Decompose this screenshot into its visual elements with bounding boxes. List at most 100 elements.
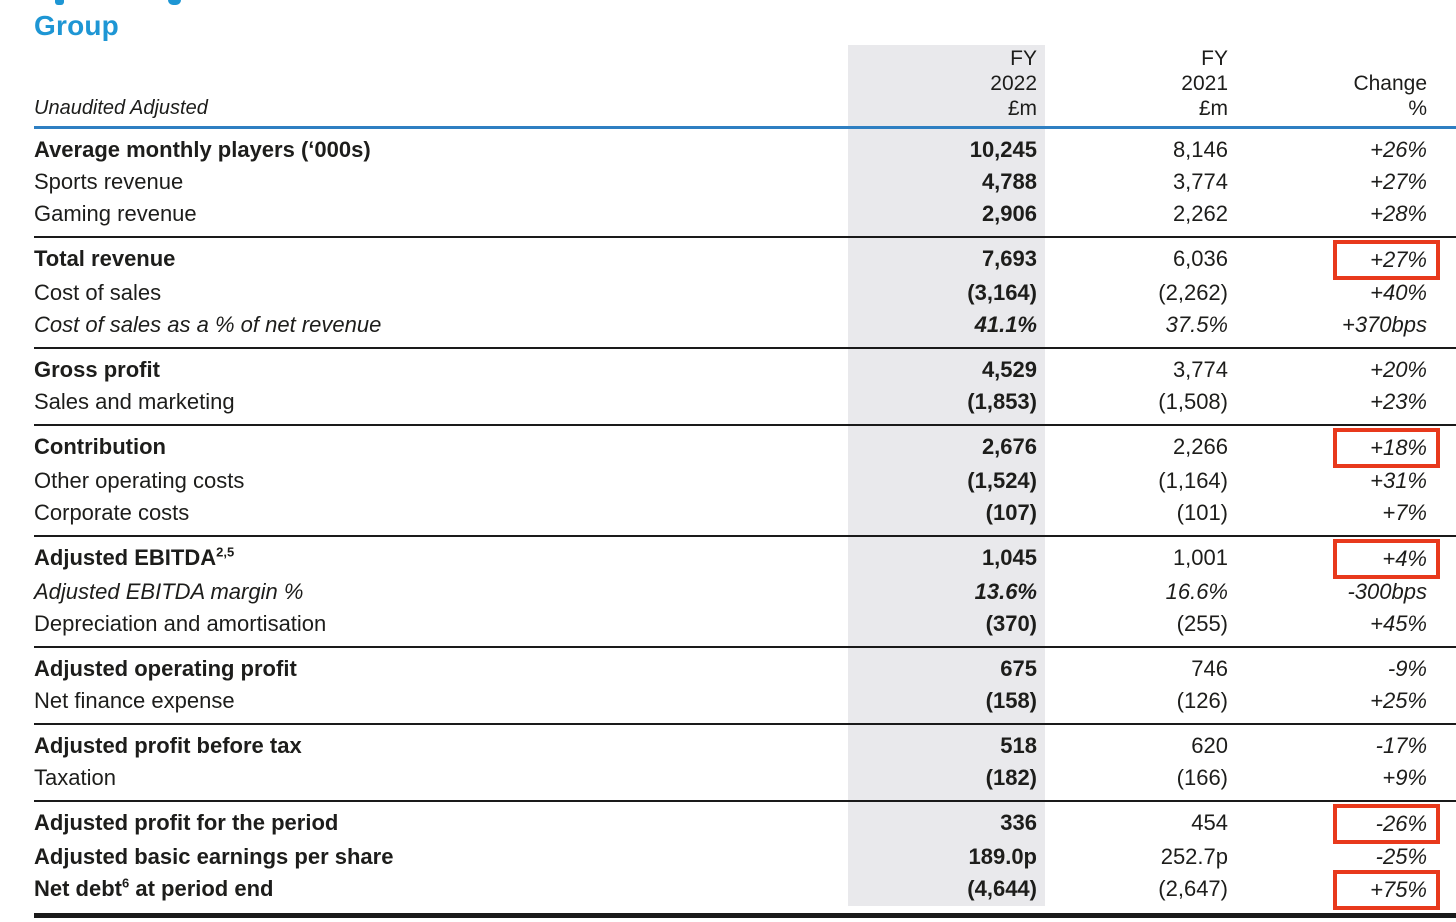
- highlighted-change-value: +27%: [1333, 240, 1440, 280]
- financial-summary-table: Unaudited Adjusted FY 2022 £m FY 2021 £m…: [34, 45, 1456, 918]
- row-label-text: Cost of sales as a % of net revenue: [34, 312, 382, 337]
- value-change: +45%: [1370, 611, 1427, 636]
- column-header-text: %: [1408, 97, 1427, 120]
- value-change: -300bps: [1347, 579, 1427, 604]
- row-label: Adjusted EBITDA margin %: [34, 576, 848, 608]
- fy2022-column-highlight-band: [848, 45, 1045, 906]
- row-label: Contribution: [34, 431, 848, 463]
- table-row: Adjusted profit for the period 336 454 -26%: [34, 804, 1456, 844]
- value-fy2021: 252.7p: [1160, 844, 1228, 869]
- row-label-text: Adjusted EBITDA: [34, 545, 217, 570]
- column-header-text: 2022: [990, 72, 1037, 95]
- row-label-text: Gaming revenue: [34, 201, 197, 226]
- highlighted-change-value: +18%: [1333, 428, 1440, 468]
- value-fy2021: 8,146: [1172, 137, 1228, 162]
- row-label-text: Corporate costs: [34, 500, 190, 525]
- value-fy2022: 336: [1000, 810, 1037, 835]
- row-label: Gross profit: [34, 354, 848, 386]
- table-row: Contribution 2,676 2,266 +18%: [34, 428, 1456, 468]
- value-fy2022: 189.0p: [968, 844, 1038, 869]
- table-row: Average monthly players (‘000s) 10,245 8,1…: [34, 134, 1456, 166]
- value-fy2021: (255): [1176, 611, 1228, 636]
- row-label: Adjusted EBITDA2,5: [34, 542, 848, 574]
- table-row: Adjusted EBITDA2,5 1,045 1,001 +4%: [34, 539, 1456, 579]
- column-header-text: Change: [1353, 72, 1427, 95]
- row-label: Average monthly players (‘000s): [34, 134, 848, 166]
- table-row: Sales and marketing (1,853) (1,508) +23%: [34, 386, 1456, 418]
- value-fy2021: (126): [1176, 688, 1228, 713]
- row-label-text: Adjusted basic earnings per share: [34, 844, 394, 869]
- value-fy2021: (166): [1176, 765, 1228, 790]
- value-change: -17%: [1375, 733, 1427, 758]
- value-fy2022: (4,644): [967, 876, 1037, 901]
- row-label-text: Net debt: [34, 876, 122, 901]
- table-row-group: Total revenue 7,693 6,036 +27% Cost of sales…: [34, 236, 1456, 347]
- row-label-text: Cost of sales: [34, 280, 162, 305]
- table-row: Depreciation and amortisation (370) (255) +…: [34, 608, 1456, 640]
- row-label: Sports revenue: [34, 166, 848, 198]
- value-fy2022: 4,788: [981, 169, 1037, 194]
- value-change: +370bps: [1341, 312, 1427, 337]
- row-label-text: Sports revenue: [34, 169, 184, 194]
- table-row: Cost of sales as a % of net revenue 41.1%…: [34, 309, 1456, 341]
- row-label-text: Adjusted operating profit: [34, 656, 297, 681]
- table-row: Gaming revenue 2,906 2,262 +28%: [34, 198, 1456, 230]
- value-change: -9%: [1387, 656, 1427, 681]
- table-bottom-rule: [34, 913, 1456, 918]
- value-fy2022: 675: [1000, 656, 1037, 681]
- value-fy2022: (370): [985, 611, 1037, 636]
- value-fy2022: 2,906: [981, 201, 1037, 226]
- table-row: Taxation (182) (166) +9%: [34, 762, 1456, 794]
- row-label: Adjusted basic earnings per share: [34, 841, 848, 873]
- value-fy2021: 3,774: [1172, 169, 1228, 194]
- value-fy2021: (1,164): [1158, 468, 1228, 493]
- column-header-fy2022: FY 2022 £m: [848, 46, 1045, 121]
- value-fy2022: (1,524): [967, 468, 1037, 493]
- value-fy2021: 2,266: [1172, 434, 1228, 459]
- row-label-text: Gross profit: [34, 357, 160, 382]
- table-row-group: Adjusted profit before tax 518 620 -17% Taxa…: [34, 723, 1456, 800]
- value-fy2021: 620: [1191, 733, 1228, 758]
- row-label-text: Other operating costs: [34, 468, 245, 493]
- table-header-row: Unaudited Adjusted FY 2022 £m FY 2021 £m…: [34, 45, 1456, 126]
- value-fy2022: (107): [985, 500, 1037, 525]
- value-fy2022: (3,164): [967, 280, 1037, 305]
- table-row-group: Gross profit 4,529 3,774 +20% Sales and mark…: [34, 347, 1456, 424]
- value-fy2022: 10,245: [969, 137, 1037, 162]
- table-row: Corporate costs (107) (101) +7%: [34, 497, 1456, 529]
- row-label: Sales and marketing: [34, 386, 848, 418]
- value-change: +20%: [1370, 357, 1427, 382]
- row-label: Depreciation and amortisation: [34, 608, 848, 640]
- table-row: Adjusted operating profit 675 746 -9%: [34, 653, 1456, 685]
- row-label: Cost of sales as a % of net revenue: [34, 309, 848, 341]
- table-caption: Unaudited Adjusted: [34, 97, 208, 119]
- table-row: Adjusted EBITDA margin % 13.6% 16.6% -300bp…: [34, 576, 1456, 608]
- table-row-group: Adjusted EBITDA2,5 1,045 1,001 +4% Adjusted …: [34, 535, 1456, 646]
- footnote-reference: 2,5: [216, 544, 235, 560]
- row-label: Other operating costs: [34, 465, 848, 497]
- value-fy2021: 1,001: [1172, 545, 1228, 570]
- highlighted-change-value: +4%: [1333, 539, 1440, 579]
- row-label-text: Adjusted EBITDA margin %: [34, 579, 304, 604]
- value-fy2021: 454: [1191, 810, 1228, 835]
- column-header-text: FY: [1201, 47, 1228, 70]
- column-header-fy2021: FY 2021 £m: [1045, 46, 1233, 121]
- row-label: Taxation: [34, 762, 848, 794]
- value-fy2022: 7,693: [981, 246, 1037, 271]
- highlighted-change-value: +75%: [1333, 870, 1440, 910]
- clipped-heading-fragment: [168, 0, 181, 5]
- table-row: Total revenue 7,693 6,036 +27%: [34, 240, 1456, 280]
- value-change: -26%: [1233, 804, 1456, 844]
- value-fy2021: 16.6%: [1165, 579, 1228, 604]
- value-fy2022: 1,045: [981, 545, 1037, 570]
- row-label-text: at period end: [129, 876, 274, 901]
- row-label: Adjusted profit before tax: [34, 730, 848, 762]
- value-change: +75%: [1233, 870, 1456, 910]
- value-fy2021: (2,647): [1158, 876, 1228, 901]
- row-label-text: Sales and marketing: [34, 389, 235, 414]
- value-change: +27%: [1233, 240, 1456, 280]
- page-title: Group: [34, 10, 119, 41]
- value-change: +9%: [1382, 765, 1427, 790]
- value-fy2022: 41.1%: [974, 312, 1037, 337]
- column-header-text: £m: [1198, 97, 1228, 120]
